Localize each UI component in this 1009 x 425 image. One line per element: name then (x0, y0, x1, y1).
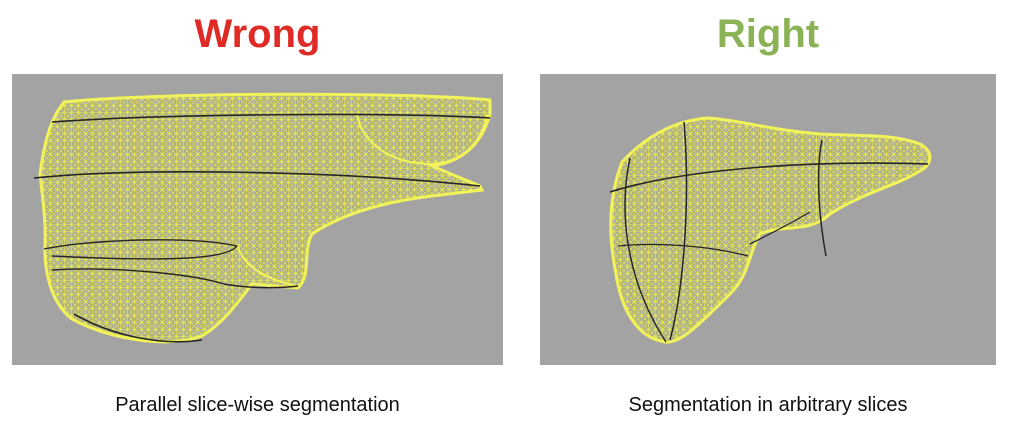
right-heading: Right (716, 12, 820, 56)
right-segmentation-panel (540, 74, 996, 365)
right-caption: Segmentation in arbitrary slices (628, 394, 908, 416)
wrong-liver-mesh-image (33, 92, 492, 344)
wrong-segmentation-panel (12, 74, 503, 365)
right-liver-mesh-image (609, 116, 932, 344)
wrong-heading: Wrong (194, 12, 321, 56)
wrong-caption: Parallel slice-wise segmentation (115, 394, 400, 416)
